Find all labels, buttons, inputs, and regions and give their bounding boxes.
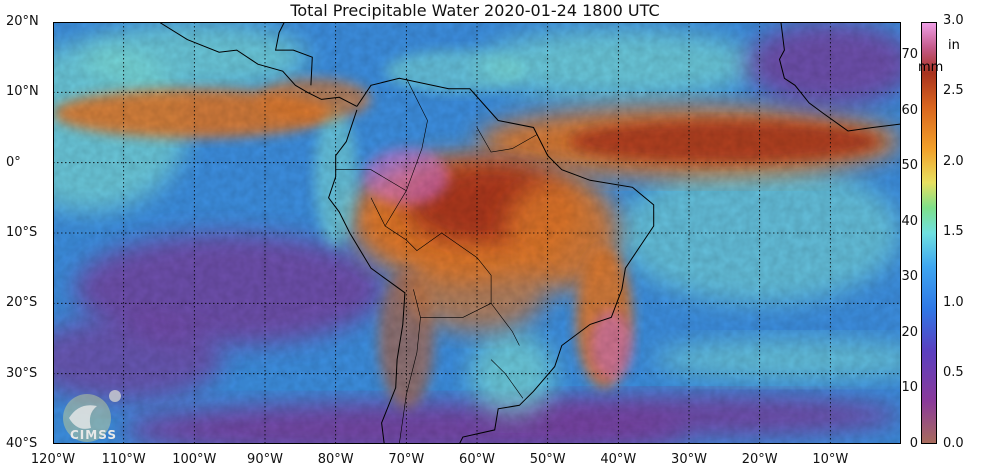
- colorbar-tick-in: 0.5: [943, 365, 964, 381]
- colorbar-tick-in: 3.0: [943, 12, 964, 28]
- latitude-label: 20°N: [6, 14, 39, 29]
- longitude-label: 100°W: [172, 452, 217, 467]
- longitude-label: 30°W: [671, 452, 707, 467]
- political-border: [335, 169, 407, 192]
- colorbar-tick-mm: 50: [901, 158, 918, 174]
- cimss-globe-icon: [63, 390, 121, 442]
- coastline-caribbean: [257, 22, 313, 86]
- latitude-label: 10°N: [6, 84, 39, 100]
- latitude-label: 10°S: [6, 225, 38, 240]
- map-title: Total Precipitable Water 2020-01-24 1800…: [290, 1, 660, 20]
- colorbar-tick-mm: 40: [901, 213, 918, 229]
- political-border: [476, 127, 538, 153]
- colorbar-tick-in: 1.5: [943, 224, 964, 240]
- tpw-field-svg: [53, 22, 901, 444]
- colorbar-tick-mm: 10: [901, 380, 918, 396]
- coastline-africa: [778, 22, 901, 132]
- longitude-label: 50°W: [529, 452, 566, 467]
- colorbar-tick-mm: 70: [901, 47, 918, 63]
- colorbar-unit-mm: mm: [918, 60, 944, 75]
- colorbar-tick-mm: 60: [901, 102, 918, 118]
- longitude-label: 80°W: [317, 452, 354, 467]
- longitude-label: 120°W: [30, 452, 76, 467]
- longitude-label: 40°W: [600, 452, 637, 467]
- colorbar: [921, 22, 937, 444]
- colorbar-gradient: [921, 22, 937, 444]
- latitude-label: 30°S: [6, 365, 38, 381]
- political-border: [399, 317, 421, 444]
- longitude-label: 110°W: [101, 452, 146, 467]
- colorbar-tick-in: 1.0: [943, 294, 964, 310]
- colorbar-tick-in: 2.5: [943, 83, 964, 99]
- cimss-logo: [57, 388, 127, 444]
- political-border: [384, 78, 428, 241]
- map-frame: [53, 22, 901, 444]
- colorbar-tick-in: 2.0: [943, 153, 964, 169]
- political-border: [413, 289, 492, 318]
- colorbar-tick-mm: 0: [909, 436, 918, 451]
- coastline-central-america: [158, 22, 358, 107]
- colorbar-tick-mm: 30: [901, 269, 918, 285]
- longitude-label: 20°W: [741, 452, 778, 467]
- colorbar-tick-in: 0.0: [943, 436, 964, 451]
- logo-text: CIMSS: [70, 428, 117, 442]
- longitude-label: 10°W: [812, 452, 849, 467]
- longitude-label: 90°W: [247, 452, 283, 467]
- coastline-east: [356, 77, 655, 444]
- longitude-label: 70°W: [388, 452, 425, 467]
- colorbar-unit-in: in: [948, 38, 960, 53]
- longitude-label: 60°W: [459, 452, 495, 467]
- tpw-map: [53, 22, 901, 444]
- colorbar-tick-mm: 20: [901, 324, 918, 340]
- graticule: [53, 22, 901, 444]
- latitude-label: 20°S: [6, 295, 38, 311]
- latitude-label: 40°S: [6, 436, 38, 451]
- political-border: [370, 197, 386, 227]
- political-border: [406, 232, 520, 346]
- latitude-label: 0°: [6, 154, 21, 170]
